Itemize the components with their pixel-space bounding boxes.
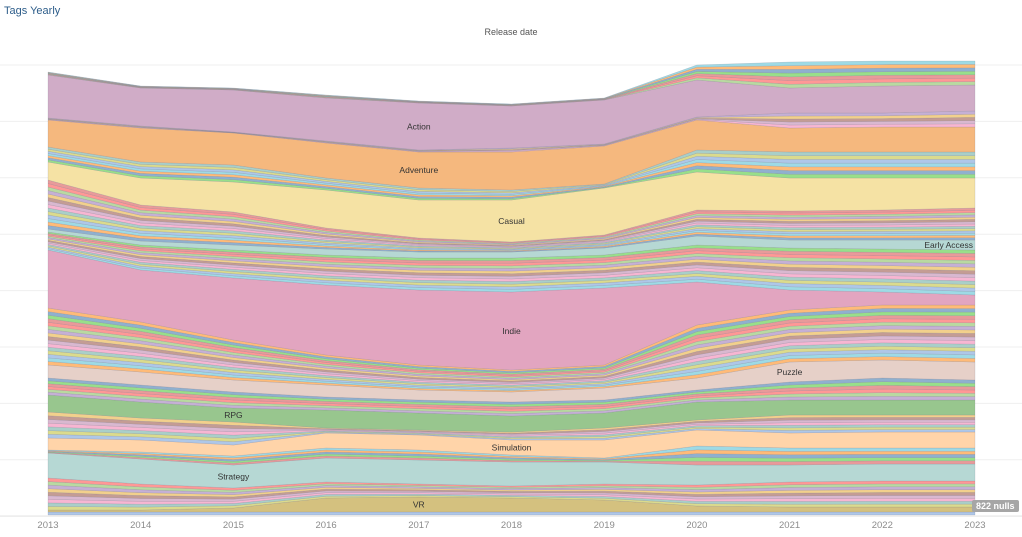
area-minor-tag[interactable]	[47, 339, 976, 386]
area-minor-tag[interactable]	[47, 422, 976, 437]
area-minor-tag[interactable]	[47, 450, 976, 462]
area-minor-tag[interactable]	[47, 411, 976, 434]
series-label: Action	[407, 122, 431, 132]
area-minor-tag[interactable]	[47, 451, 976, 464]
area-minor-tag[interactable]	[47, 246, 976, 292]
area-minor-tag[interactable]	[47, 64, 976, 105]
area-minor-tag[interactable]	[47, 150, 976, 195]
area-minor-tag[interactable]	[47, 308, 976, 374]
series-label: Puzzle	[777, 367, 803, 377]
area-minor-tag[interactable]	[47, 511, 976, 516]
area-minor-tag[interactable]	[47, 484, 976, 495]
area-minor-tag[interactable]	[47, 389, 976, 414]
series-label: Early Access	[924, 240, 973, 250]
series-label: VR	[413, 500, 425, 510]
series-label: Adventure	[399, 165, 438, 175]
area-minor-tag[interactable]	[47, 159, 976, 201]
x-tick-label: 2016	[316, 520, 337, 531]
area-minor-tag[interactable]	[47, 200, 976, 248]
area-minor-tag[interactable]	[47, 380, 976, 407]
x-tick-label: 2021	[779, 520, 800, 531]
area-simulation[interactable]	[47, 429, 976, 459]
area-minor-tag[interactable]	[47, 244, 976, 285]
area-indie[interactable]	[47, 249, 976, 371]
area-minor-tag[interactable]	[47, 349, 976, 390]
area-minor-tag[interactable]	[47, 190, 976, 246]
area-minor-tag[interactable]	[47, 328, 976, 382]
area-minor-tag[interactable]	[47, 477, 976, 491]
area-minor-tag[interactable]	[47, 428, 976, 446]
area-vr[interactable]	[47, 496, 976, 513]
area-layers	[47, 60, 976, 516]
area-minor-tag[interactable]	[47, 318, 976, 378]
area-minor-tag[interactable]	[47, 211, 976, 250]
x-tick-label: 2013	[37, 520, 58, 531]
x-tick-label: 2023	[964, 520, 985, 531]
area-minor-tag[interactable]	[47, 321, 976, 379]
area-minor-tag[interactable]	[47, 238, 976, 274]
x-tick-label: 2020	[686, 520, 707, 531]
area-minor-tag[interactable]	[47, 419, 976, 436]
series-label: Simulation	[492, 443, 532, 453]
series-label: Casual	[498, 216, 525, 226]
area-minor-tag[interactable]	[47, 221, 976, 252]
x-tick-label: 2017	[408, 520, 429, 531]
series-label: Indie	[502, 326, 521, 336]
x-tick-label: 2015	[223, 520, 244, 531]
x-axis-title: Release date	[484, 27, 538, 37]
nulls-indicator[interactable]: 822 nulls	[972, 500, 1019, 512]
area-minor-tag[interactable]	[47, 449, 976, 460]
area-action[interactable]	[47, 74, 976, 151]
area-minor-tag[interactable]	[47, 233, 976, 264]
area-minor-tag[interactable]	[47, 452, 976, 466]
series-label: Strategy	[218, 472, 250, 482]
x-tick-label: 2022	[872, 520, 893, 531]
series-label: RPG	[224, 410, 242, 420]
area-minor-tag[interactable]	[47, 60, 976, 105]
area-minor-tag[interactable]	[47, 179, 976, 243]
area-minor-tag[interactable]	[47, 146, 976, 192]
area-minor-tag[interactable]	[47, 241, 976, 280]
area-puzzle[interactable]	[47, 359, 976, 403]
area-minor-tag[interactable]	[47, 445, 976, 460]
area-minor-tag[interactable]	[47, 315, 976, 376]
area-minor-tag[interactable]	[47, 235, 976, 269]
area-casual[interactable]	[47, 161, 976, 243]
area-minor-tag[interactable]	[47, 73, 976, 106]
area-minor-tag[interactable]	[47, 335, 976, 385]
area-strategy[interactable]	[47, 452, 976, 489]
area-minor-tag[interactable]	[47, 488, 976, 500]
x-tick-label: 2019	[594, 520, 615, 531]
area-minor-tag[interactable]	[47, 73, 976, 106]
sheet-title: Tags Yearly	[4, 5, 61, 17]
area-minor-tag[interactable]	[47, 153, 976, 196]
x-axis: 2013 2014 2015 2016 2017 2018 2019 2020 2021 2022…	[0, 515, 1022, 531]
area-minor-tag[interactable]	[47, 356, 976, 393]
x-tick-label: 2014	[130, 520, 151, 531]
x-tick-label: 2018	[501, 520, 522, 531]
series-labels: VR Strategy Simulation RPG Puzzle Indie Early …	[218, 122, 973, 510]
area-minor-tag[interactable]	[47, 342, 976, 387]
